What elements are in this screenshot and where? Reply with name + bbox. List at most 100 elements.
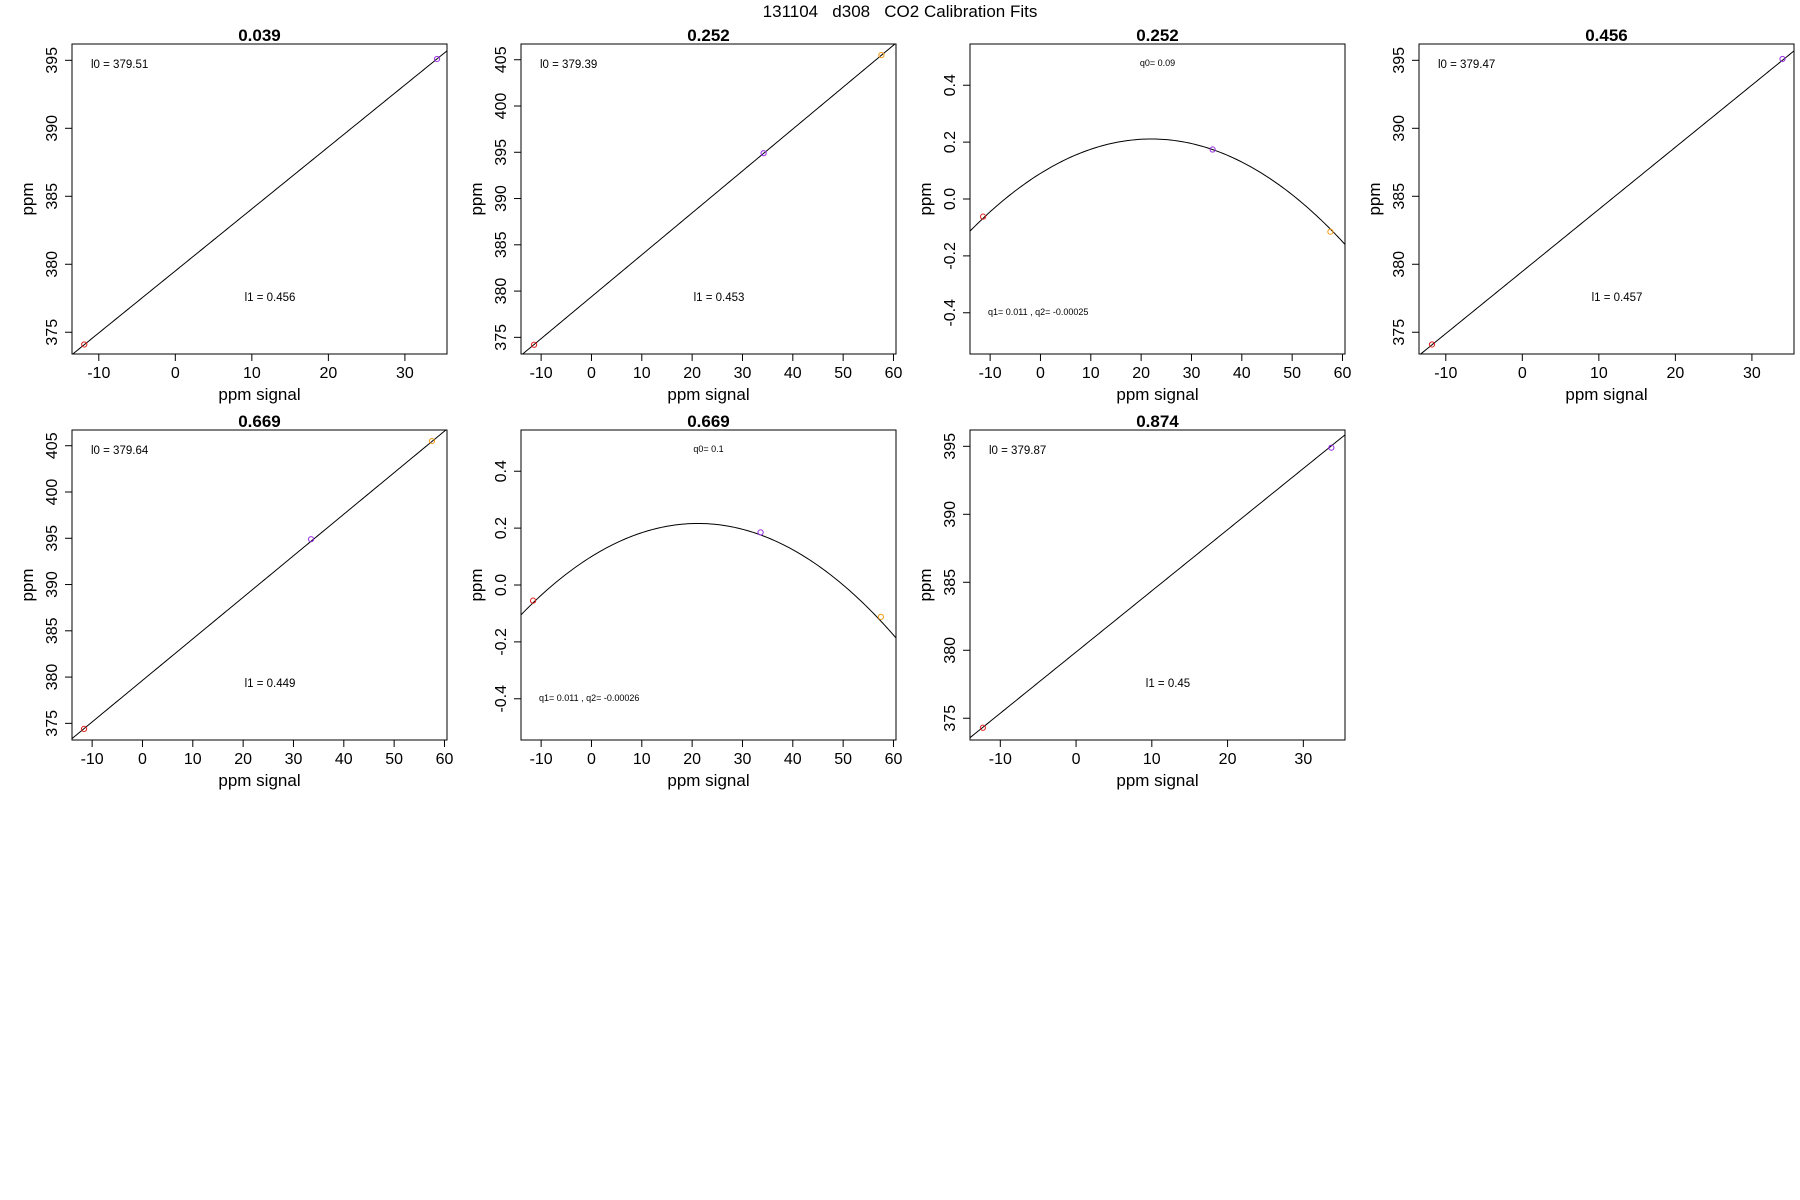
y-tick-label: -0.4 — [493, 685, 510, 713]
plot-frame — [969, 429, 1346, 741]
fit-curve — [72, 430, 447, 739]
x-tick-label: 10 — [1590, 365, 1608, 382]
x-tick-label: 30 — [396, 365, 414, 382]
calibration-point — [307, 536, 315, 543]
fit-curve — [521, 44, 896, 354]
y-tick-label: 385 — [493, 231, 510, 258]
x-tick-label: 40 — [784, 751, 802, 768]
x-tick-label: 60 — [885, 365, 903, 382]
x-tick-label: 0 — [1036, 365, 1045, 382]
calibration-point — [530, 341, 538, 348]
fit-intercept-label: l0 = 379.47 — [1438, 59, 1495, 71]
y-tick-label: 395 — [1391, 47, 1408, 74]
x-tick-label: 0 — [138, 751, 147, 768]
panel-title: 0.669 — [687, 412, 730, 431]
fit-intercept-label: l0 = 379.87 — [989, 445, 1046, 457]
chart-panel-6: -10 0 10 20 30 40 50 60 -0.4 -0.2 0.0 0.2 0.4 0.669 pp… — [467, 412, 902, 790]
x-tick-label: 20 — [319, 365, 337, 382]
y-tick-label: 405 — [493, 46, 510, 73]
fit-q1-q2-label: q1= 0.011 , q2= -0.00025 — [988, 307, 1088, 317]
y-tick-label: 380 — [493, 278, 510, 305]
y-tick-label: -0.2 — [942, 242, 959, 270]
chart-panel-2: -10 0 10 20 30 40 50 60 375 380 385 390 395 400 405 0.2… — [467, 26, 902, 404]
fit-slope-label: l1 = 0.457 — [1592, 292, 1643, 304]
x-tick-label: -10 — [979, 365, 1002, 382]
calibration-point — [877, 613, 884, 620]
fit-curve — [970, 138, 1345, 245]
x-tick-label: 60 — [885, 751, 903, 768]
page-title: 131104 d308 CO2 Calibration Fits — [762, 2, 1038, 21]
x-tick-label: 50 — [834, 751, 852, 768]
y-tick-label: -0.2 — [493, 628, 510, 656]
calibration-point — [1327, 228, 1334, 235]
x-tick-label: 50 — [385, 751, 403, 768]
panel-title: 0.252 — [1136, 26, 1179, 45]
y-axis-label: ppm — [18, 568, 37, 601]
y-tick-label: 395 — [44, 525, 61, 552]
y-tick-label: 390 — [493, 185, 510, 212]
y-tick-label: 400 — [493, 93, 510, 120]
x-tick-label: 50 — [1283, 365, 1301, 382]
calibration-point — [529, 597, 537, 604]
x-axis-label: ppm signal — [667, 385, 749, 404]
x-tick-label: 0 — [1518, 365, 1527, 382]
fit-slope-label: l1 = 0.449 — [245, 678, 296, 690]
fit-q0-label: q0= 0.1 — [693, 444, 723, 454]
y-tick-label: 380 — [44, 251, 61, 278]
y-tick-label: 395 — [942, 433, 959, 460]
calibration-point — [1428, 341, 1436, 348]
x-tick-label: 60 — [436, 751, 454, 768]
plot-frame — [1418, 43, 1795, 355]
fit-q1-q2-label: q1= 0.011 , q2= -0.00026 — [539, 693, 639, 703]
fit-intercept-label: l0 = 379.51 — [91, 59, 148, 71]
calibration-point — [1779, 55, 1786, 63]
calibration-point — [1209, 146, 1216, 153]
panel-title: 0.039 — [238, 26, 281, 45]
fit-intercept-label: l0 = 379.39 — [540, 59, 597, 71]
x-tick-label: -10 — [81, 751, 104, 768]
y-tick-label: 385 — [942, 569, 959, 596]
y-tick-label: 390 — [942, 501, 959, 528]
x-tick-label: 10 — [633, 365, 651, 382]
x-tick-label: 10 — [243, 365, 261, 382]
x-tick-label: 20 — [1219, 751, 1237, 768]
fit-curve — [1419, 50, 1794, 354]
x-tick-label: 30 — [285, 751, 303, 768]
fit-intercept-label: l0 = 379.64 — [91, 445, 149, 457]
x-axis-label: ppm signal — [1116, 385, 1198, 404]
y-tick-label: 0.0 — [493, 574, 510, 596]
y-axis-label: ppm — [916, 568, 935, 601]
calibration-point — [81, 341, 88, 348]
x-tick-label: 20 — [683, 365, 701, 382]
x-tick-label: -10 — [530, 365, 553, 382]
x-axis-label: ppm signal — [218, 385, 300, 404]
x-tick-label: 20 — [234, 751, 252, 768]
y-axis-label: ppm — [18, 182, 37, 215]
calibration-point — [433, 55, 441, 63]
x-tick-label: 10 — [633, 751, 651, 768]
x-tick-label: 60 — [1334, 365, 1352, 382]
y-tick-label: 0.4 — [493, 460, 510, 482]
x-axis-label: ppm signal — [1565, 385, 1647, 404]
calibration-point — [979, 213, 987, 220]
y-tick-label: 0.0 — [942, 188, 959, 210]
panel-title: 0.252 — [687, 26, 730, 45]
y-axis-label: ppm — [467, 182, 486, 215]
x-axis-label: ppm signal — [667, 771, 749, 790]
y-tick-label: 390 — [1391, 115, 1408, 142]
calibration-point — [428, 438, 435, 445]
x-tick-label: 30 — [1183, 365, 1201, 382]
panel-title: 0.874 — [1136, 412, 1179, 431]
y-tick-label: 0.2 — [493, 517, 510, 539]
x-tick-label: -10 — [530, 751, 553, 768]
y-tick-label: 395 — [44, 47, 61, 74]
x-tick-label: 50 — [834, 365, 852, 382]
chart-panel-3: -10 0 10 20 30 40 50 60 -0.4 -0.2 0.0 0.2 0.4 0.252 pp… — [916, 26, 1351, 404]
plot-frame — [71, 43, 448, 355]
y-tick-label: 375 — [1391, 319, 1408, 346]
y-tick-label: 395 — [493, 139, 510, 166]
x-axis-label: ppm signal — [218, 771, 300, 790]
y-tick-label: 375 — [942, 705, 959, 732]
calibration-point — [757, 529, 764, 536]
